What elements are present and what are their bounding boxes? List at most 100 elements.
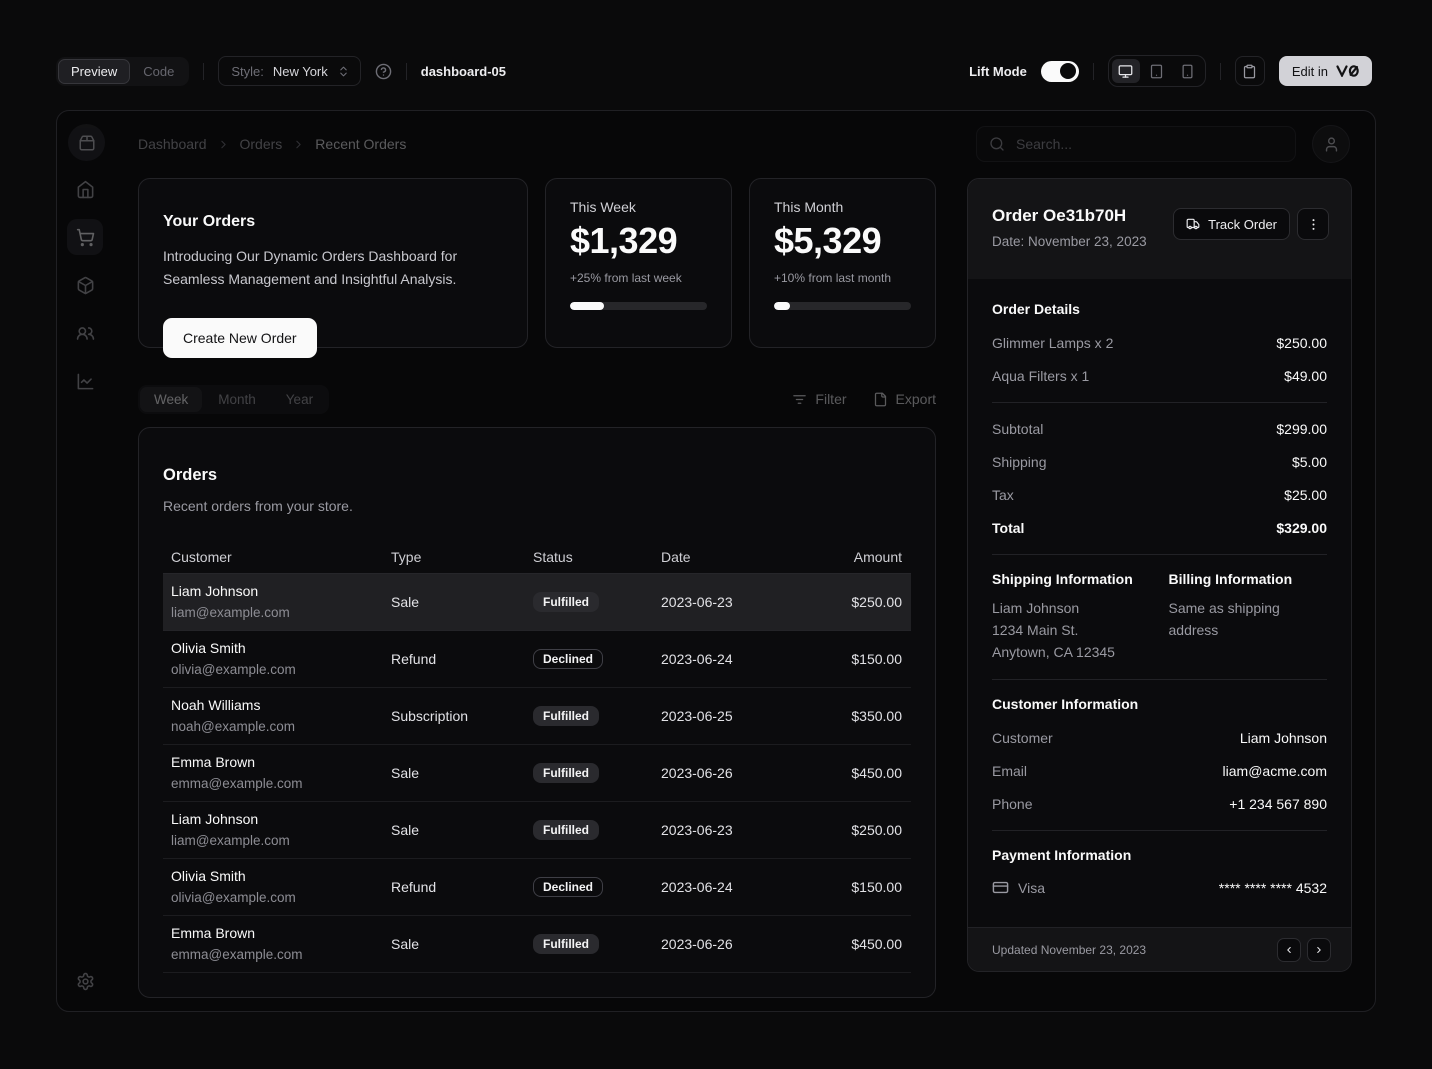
customer-row-value: Liam Johnson [1239, 730, 1327, 746]
order-date: 2023-06-25 [661, 708, 733, 725]
orders-table-card: Orders Recent orders from your store. Cu… [138, 427, 936, 999]
this-month-card: This Month $5,329 +10% from last month [749, 178, 936, 348]
order-details-title: Order Details [992, 301, 1080, 317]
filter-label: Filter [815, 391, 847, 407]
order-type: Sale [391, 822, 420, 839]
view-toggle: Preview Code [56, 56, 190, 86]
search-icon [989, 136, 1005, 152]
customer-name: Emma Brown [171, 925, 256, 942]
tab-month[interactable]: Month [204, 387, 270, 412]
orders-title: Orders [163, 465, 218, 484]
list-filter-icon [793, 394, 807, 404]
shipping-name: Liam Johnson [992, 600, 1080, 616]
customer-row-label: Phone [992, 796, 1033, 812]
preview-tab[interactable]: Preview [58, 58, 131, 84]
tab-year[interactable]: Year [272, 387, 327, 412]
status-badge: Declined [533, 877, 604, 898]
order-amount: $150.00 [851, 879, 902, 896]
search-input[interactable] [1014, 135, 1283, 153]
sidebar-item-settings[interactable] [67, 963, 103, 999]
customer-name: Liam Johnson [171, 811, 259, 828]
table-row[interactable]: Olivia Smith olivia@example.com Refund De… [163, 631, 911, 689]
order-type: Sale [391, 765, 420, 782]
desktop-view-button[interactable] [1111, 59, 1140, 83]
order-amount: $150.00 [851, 651, 902, 668]
col-status: Status [533, 549, 573, 566]
user-avatar-button[interactable] [1312, 125, 1350, 163]
order-amount: $250.00 [851, 822, 902, 839]
track-order-button[interactable]: Track Order [1173, 208, 1290, 240]
table-row[interactable]: Liam Johnson liam@example.com Sale Fulfil… [163, 802, 911, 860]
summary-label: Subtotal [992, 421, 1044, 437]
tab-week[interactable]: Week [140, 386, 203, 412]
col-amount: Amount [853, 549, 902, 566]
v0-logo-icon [1336, 65, 1359, 77]
tablet-icon [1151, 64, 1163, 78]
table-row[interactable]: Emma Brown emma@example.com Sale Fulfille… [163, 745, 911, 803]
sidebar-item-products[interactable] [67, 267, 103, 303]
item-value: $49.00 [1284, 368, 1327, 384]
sidebar-item-dashboard[interactable] [67, 171, 103, 207]
divider [992, 830, 1327, 831]
card-number-masked: **** **** **** 4532 [1218, 879, 1327, 896]
divider [405, 62, 407, 80]
stat-delta: +10% from last month [774, 271, 892, 285]
create-new-order-button[interactable]: Create New Order [163, 317, 317, 358]
edit-in-v0-button[interactable]: Edit in [1278, 56, 1372, 86]
search-box [976, 126, 1296, 162]
col-date: Date [661, 549, 691, 566]
previous-order-button[interactable] [1277, 937, 1301, 962]
breadcrumb-orders[interactable]: Orders [239, 136, 283, 152]
col-customer: Customer [171, 549, 232, 566]
smartphone-icon [1182, 64, 1193, 78]
users-icon [76, 326, 94, 340]
more-options-button[interactable] [1297, 208, 1329, 240]
next-order-button[interactable] [1307, 937, 1331, 962]
summary-label: Tax [992, 487, 1014, 503]
lift-mode-label: Lift Mode [969, 63, 1027, 79]
progress-fill [774, 302, 791, 310]
block-toolbar: Preview Code Style: New York dashboard-0… [56, 55, 1372, 87]
toggle-knob [1059, 63, 1076, 79]
billing-info: Billing Information Same as shipping add… [1169, 571, 1328, 663]
code-tab[interactable]: Code [130, 59, 187, 84]
user-icon [1325, 136, 1337, 152]
sidebar-item-customers[interactable] [67, 315, 103, 351]
chevron-right-icon [217, 138, 230, 151]
customer-row-value: liam@acme.com [1222, 763, 1327, 779]
chevron-right-icon [292, 138, 305, 151]
mobile-view-button[interactable] [1174, 59, 1202, 83]
summary-value: $25.00 [1284, 487, 1327, 503]
table-row[interactable]: Noah Williams noah@example.com Subscripti… [163, 688, 911, 746]
order-date: 2023-06-23 [661, 822, 733, 839]
shipping-city: Anytown, CA 12345 [992, 644, 1115, 660]
customer-row-label: Email [992, 763, 1028, 779]
table-row[interactable]: Liam Johnson liam@example.com Sale Fulfil… [163, 574, 911, 632]
order-type: Sale [391, 936, 420, 953]
table-row[interactable]: Emma Brown emma@example.com Sale Fulfille… [163, 916, 911, 974]
export-button[interactable]: Export [873, 391, 936, 407]
sidebar-item-orders[interactable] [67, 219, 103, 255]
table-row[interactable]: Olivia Smith olivia@example.com Refund De… [163, 859, 911, 917]
help-circle-icon[interactable] [375, 63, 392, 80]
style-select[interactable]: Style: New York [218, 56, 361, 86]
billing-value: Same as shipping address [1168, 600, 1280, 638]
tablet-view-button[interactable] [1143, 59, 1171, 83]
period-tabs-row: Week Month Year Filter Export [138, 384, 936, 414]
breadcrumb-dashboard[interactable]: Dashboard [138, 136, 207, 152]
lift-mode-toggle[interactable] [1040, 60, 1079, 82]
divider [992, 679, 1327, 680]
your-orders-description: Introducing Our Dynamic Orders Dashboard… [163, 247, 458, 287]
export-label: Export [895, 391, 936, 407]
status-badge: Fulfilled [533, 820, 599, 841]
updated-label: Updated November 23, 2023 [992, 942, 1147, 957]
style-select-label: Style: [231, 63, 264, 79]
order-id-title: Order Oe31b70H [992, 206, 1127, 225]
divider [1092, 62, 1094, 80]
filter-button[interactable]: Filter [792, 391, 847, 407]
copy-code-button[interactable] [1234, 56, 1265, 86]
order-panel-header: Order Oe31b70H Date: November 23, 2023 T… [968, 179, 1351, 279]
app-logo-button[interactable] [68, 124, 105, 161]
sidebar-item-analytics[interactable] [67, 363, 103, 399]
item-value: $250.00 [1276, 335, 1327, 351]
